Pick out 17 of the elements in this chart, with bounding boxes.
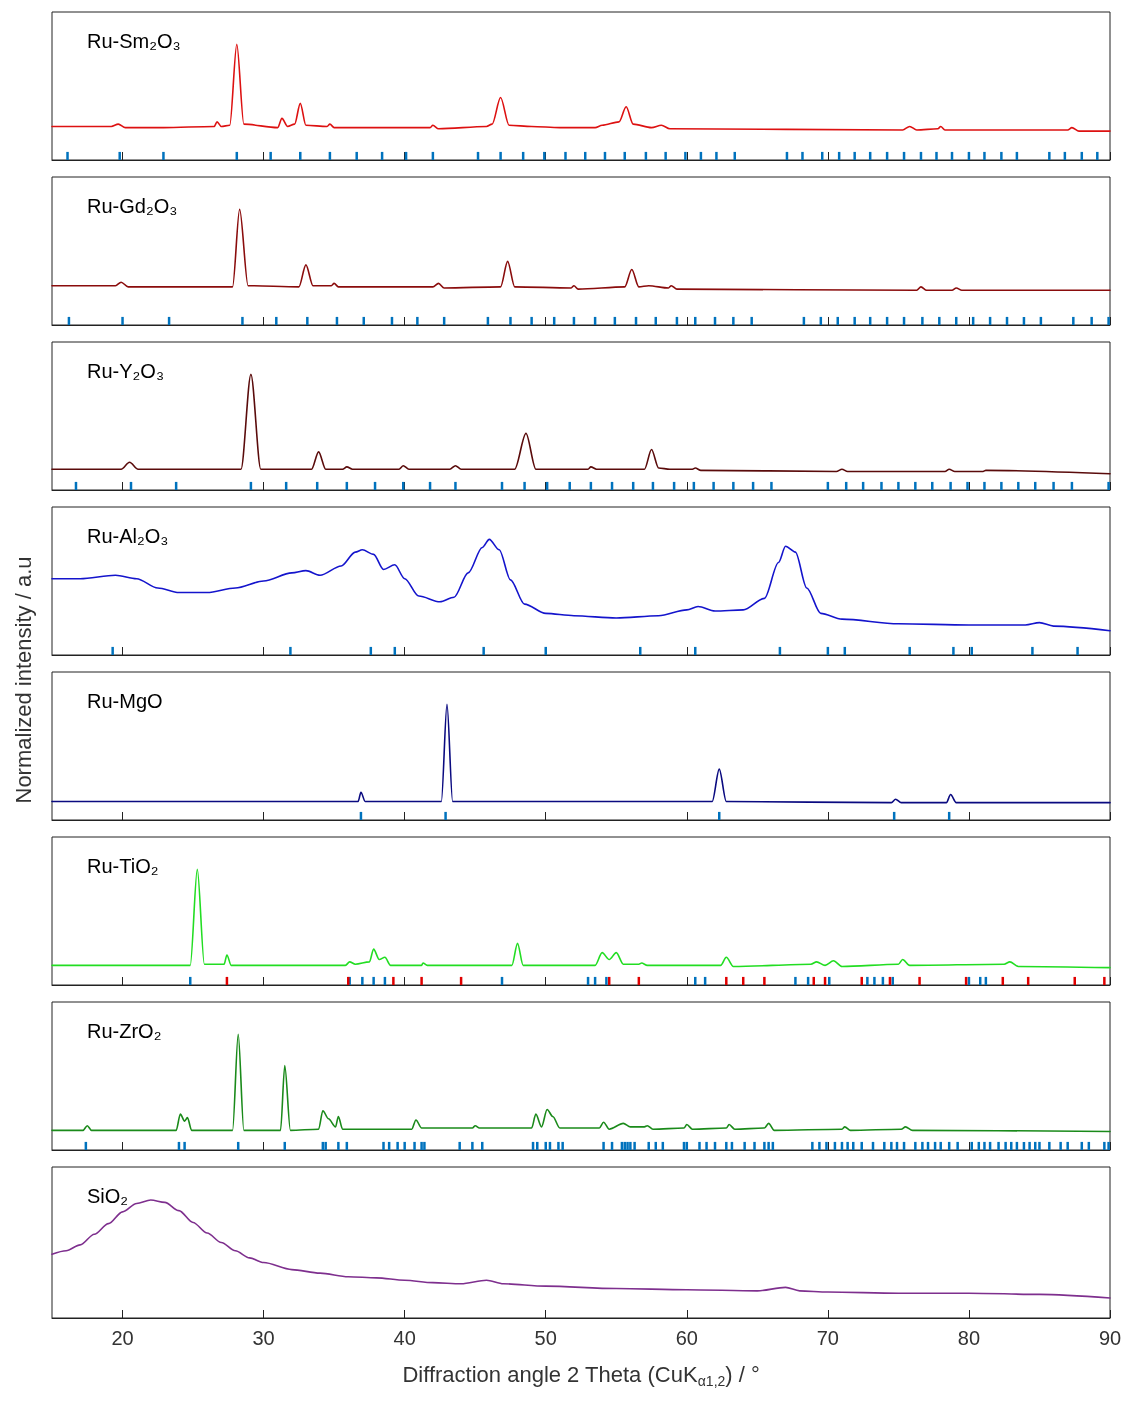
chart-title: Ru-TiO₂ <box>87 855 159 877</box>
x-tick-label: 70 <box>816 1327 839 1349</box>
chart-title: Ru-Y₂O₃ <box>87 360 165 382</box>
x-tick-label: 60 <box>675 1327 698 1349</box>
chart-title: Ru-MgO <box>87 690 163 712</box>
x-tick-label: 40 <box>393 1327 416 1349</box>
x-tick-label: 50 <box>534 1327 557 1349</box>
chart-title: Ru-Al₂O₃ <box>87 525 169 547</box>
chart-title: Ru-ZrO₂ <box>87 1020 162 1042</box>
x-tick-label: 30 <box>252 1327 275 1349</box>
chart-title: Ru-Gd₂O₃ <box>87 195 178 217</box>
x-tick-label: 80 <box>957 1327 981 1349</box>
chart-title: SiO₂ <box>87 1185 129 1207</box>
x-tick-label: 90 <box>1098 1327 1122 1349</box>
y-axis-title: Normalized intensity / a.u <box>11 556 37 804</box>
chart-title: Ru-Sm₂O₃ <box>87 30 181 52</box>
x-tick-label: 20 <box>111 1327 134 1349</box>
